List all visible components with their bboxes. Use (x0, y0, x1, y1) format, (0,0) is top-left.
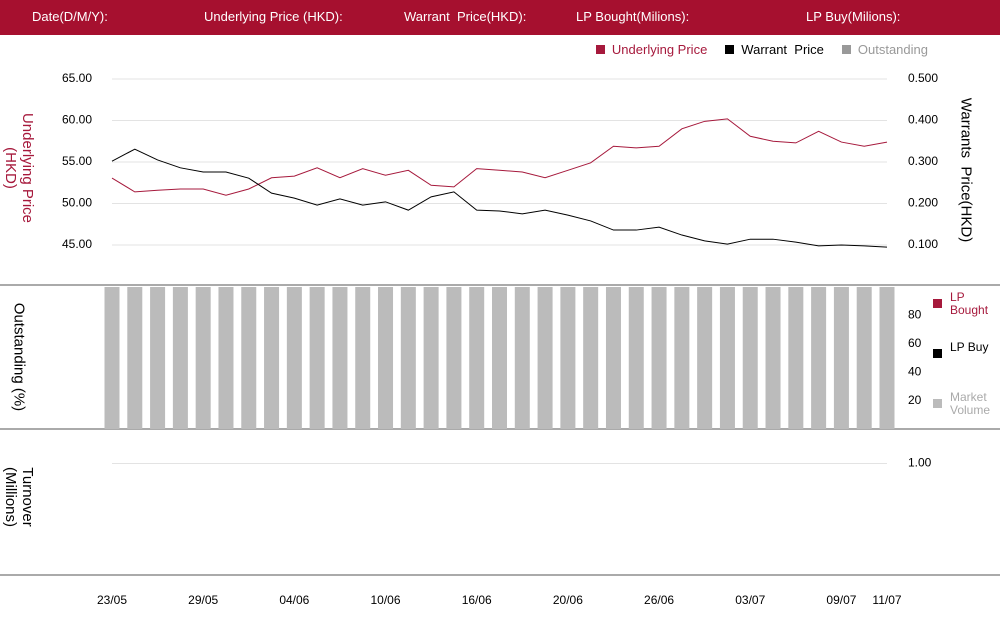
y2-axis-title: Warrants Price(HKD) (957, 97, 975, 243)
bar (127, 287, 143, 429)
bar (355, 287, 371, 429)
tick-label: 80 (908, 308, 922, 322)
legend-item: LP Buy (933, 341, 999, 358)
line-series (111, 118, 888, 196)
legend-item: Market Volume (933, 391, 999, 417)
bar (264, 287, 280, 429)
legend-label: Underlying Price (611, 42, 708, 57)
legend-swatch (841, 45, 851, 54)
legend-swatch (725, 45, 735, 54)
x-tick-label: 20/06 (553, 593, 583, 607)
bar (309, 287, 325, 429)
header-label: Warrant Price(HKD): (404, 9, 527, 24)
legend-swatch (595, 45, 605, 54)
x-tick-label: 03/07 (735, 593, 765, 607)
bar (583, 287, 599, 429)
x-tick-label: 04/06 (279, 593, 309, 607)
tick-label: 55.00 (62, 154, 92, 168)
bar (104, 287, 120, 429)
legend-item: LP Bought (933, 291, 999, 317)
bar (811, 287, 827, 429)
x-tick-label: 29/05 (188, 593, 218, 607)
bar (856, 287, 872, 429)
bar (765, 287, 781, 429)
header-label: LP Buy(Milions): (806, 9, 901, 24)
bar (742, 287, 758, 429)
tick-label: 20 (908, 393, 922, 407)
tick-label: 0.100 (908, 237, 938, 251)
bar (879, 287, 895, 429)
bar (469, 287, 485, 429)
header-label: Date(D/M/Y): (32, 9, 108, 24)
tick-label: 0.300 (908, 154, 938, 168)
bar (446, 287, 462, 429)
legend-label: Warrant Price (741, 42, 824, 57)
x-tick-label: 23/05 (97, 593, 127, 607)
bar (537, 287, 553, 429)
line-series (111, 148, 888, 248)
bar (150, 287, 166, 429)
tick-label: 0.400 (908, 113, 938, 127)
legend-swatch (933, 399, 942, 408)
tick-label: 50.00 (62, 196, 92, 210)
y-axis-title: Turnover (Millions) (2, 467, 36, 531)
bar (400, 287, 416, 429)
legend-item: Underlying Price (595, 42, 708, 57)
bar (560, 287, 576, 429)
legend-label: LP Buy (950, 340, 989, 354)
bar (605, 287, 621, 429)
bar (697, 287, 713, 429)
tick-label: 60 (908, 336, 922, 350)
x-tick-label: 26/06 (644, 593, 674, 607)
tick-label: 0.200 (908, 196, 938, 210)
legend: Underlying Price Warrant Price Outstanding (595, 42, 928, 57)
header-bar: Date(D/M/Y): Underlying Price (HKD): War… (0, 0, 1000, 35)
bar (332, 287, 348, 429)
x-tick-label: 11/07 (872, 593, 901, 607)
bar (788, 287, 804, 429)
bar (423, 287, 439, 429)
tick-label: 65.00 (62, 71, 92, 85)
bar (674, 287, 690, 429)
legend-item: Outstanding (841, 42, 928, 57)
tick-label: 45.00 (62, 237, 92, 251)
header-label: Underlying Price (HKD): (204, 9, 343, 24)
y-axis-title: Underlying Price (HKD) (2, 112, 36, 228)
bar (172, 287, 188, 429)
x-tick-label: 16/06 (462, 593, 492, 607)
tick-label: 40 (908, 364, 922, 378)
bar (195, 287, 211, 429)
bar (651, 287, 667, 429)
bar (218, 287, 234, 429)
bar (492, 287, 507, 429)
tick-label: 0.500 (908, 71, 938, 85)
bar (833, 287, 849, 429)
bar (719, 287, 735, 429)
legend-label: Outstanding (857, 42, 928, 57)
x-tick-label: 10/06 (371, 593, 401, 607)
header-label: LP Bought(Milions): (576, 9, 690, 24)
bar (378, 287, 394, 429)
legend-item: Warrant Price (725, 42, 824, 57)
legend-swatch (933, 299, 942, 308)
y-axis-title: Outstanding (%) (10, 302, 28, 412)
tick-label: 60.00 (62, 113, 92, 127)
bar (286, 287, 302, 429)
bar (241, 287, 257, 429)
legend-label: Market Volume (950, 390, 991, 417)
bar (514, 287, 530, 429)
tick-label: 1.00 (908, 456, 932, 470)
legend-label: LP Bought (950, 290, 989, 317)
bar (628, 287, 644, 429)
x-tick-label: 09/07 (826, 593, 856, 607)
legend-swatch (933, 349, 942, 358)
